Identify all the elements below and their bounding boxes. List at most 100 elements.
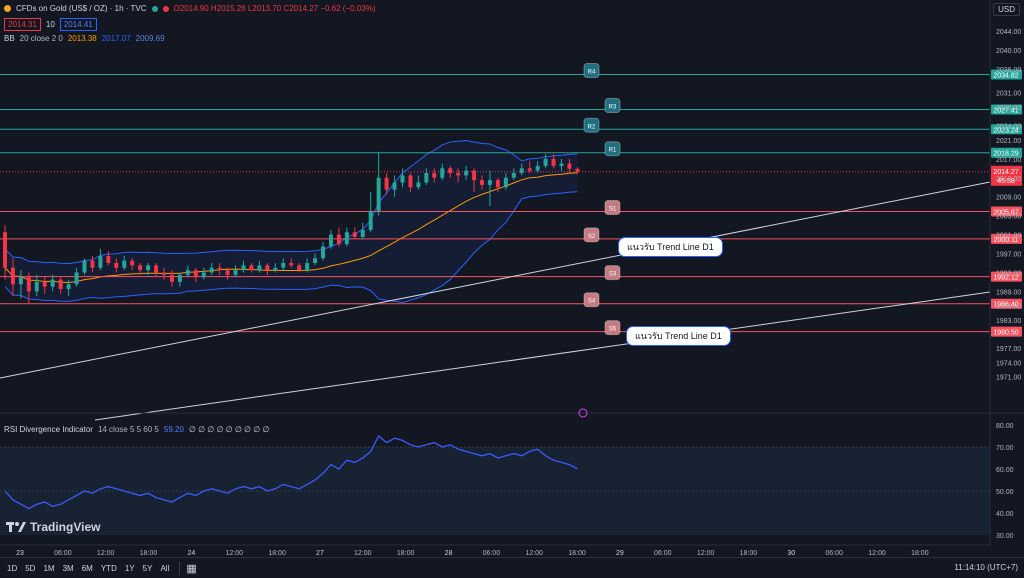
candle	[58, 277, 63, 294]
timeframe-6m[interactable]: 6M	[81, 563, 93, 573]
candle-body	[551, 158, 556, 166]
price-chart[interactable]: 2034.82 R4 2027.41 R3 2023.24 R2 2018.29 R1 2005…	[0, 0, 1024, 557]
price-tick-label: 2040.00	[996, 48, 1021, 55]
time-tick-label: 18:00	[740, 550, 758, 557]
time-tick-label: 06:00	[654, 550, 672, 557]
candle-body	[408, 175, 413, 188]
candle	[575, 167, 580, 175]
level-pill-label: R1	[609, 148, 617, 154]
price-tick-label: 2001.00	[996, 233, 1021, 240]
timeframe-all[interactable]: All	[160, 563, 170, 573]
level-price-label: 2034.82	[993, 72, 1018, 79]
level-price-tag	[991, 271, 1022, 282]
candle	[559, 158, 564, 171]
candle	[42, 277, 47, 294]
price-tick-label: 2005.00	[996, 214, 1021, 221]
candle-body	[34, 281, 39, 292]
event-marker-icon	[578, 408, 588, 418]
bb-upper-value: 2017.07	[101, 34, 131, 43]
candle	[233, 265, 238, 278]
level-pill-label: S2	[588, 234, 596, 240]
candle-body	[519, 168, 524, 174]
candle	[201, 267, 206, 280]
price-tick-label: 1986.00	[996, 304, 1021, 311]
timeframe-5d[interactable]: 5D	[25, 563, 36, 573]
candle-body	[472, 170, 477, 181]
time-tick-label: 28	[445, 550, 453, 557]
candle	[209, 263, 214, 275]
price-tick-label: 1977.00	[996, 346, 1021, 353]
candle	[18, 270, 23, 299]
candle-body	[241, 265, 246, 271]
level-price-tag	[991, 124, 1022, 135]
candle-body	[98, 255, 103, 268]
candle	[217, 263, 222, 275]
alert-status-icon	[162, 5, 169, 12]
level-pill-label: R2	[588, 124, 596, 130]
timeframe-5y[interactable]: 5Y	[142, 563, 153, 573]
level-price-tag	[991, 233, 1022, 244]
candle	[495, 177, 500, 192]
candle-body	[480, 180, 484, 185]
time-tick-label: 12:00	[525, 550, 543, 557]
bb-legend[interactable]: BB 20 close 2 0 2013.38 2017.07 2009.69	[4, 34, 165, 43]
price-tick-label: 2031.00	[996, 91, 1021, 98]
timeframe-1d[interactable]: 1D	[7, 563, 18, 573]
candle	[74, 267, 79, 287]
candle	[472, 168, 477, 192]
timeframe-1m[interactable]: 1M	[43, 563, 55, 573]
level-price-tag	[991, 69, 1022, 80]
time-tick-label: 12:00	[225, 550, 243, 557]
symbol-legend[interactable]: CFDs on Gold (US$ / OZ) · 1h · TVC O2014…	[4, 4, 375, 13]
level-pill-label: R3	[609, 105, 617, 111]
candle-body	[305, 263, 310, 271]
time-tick-label: 27	[316, 550, 324, 557]
candle-body	[289, 263, 294, 266]
candle	[424, 168, 429, 185]
candle-body	[559, 163, 564, 166]
price-tick-label: 1989.00	[996, 289, 1021, 296]
rsi-tick-label: 50.00	[996, 489, 1014, 496]
rsi-tick-label: 60.00	[996, 467, 1014, 474]
level-pill-label: S5	[609, 327, 617, 333]
candle	[328, 229, 333, 249]
trendline-1	[0, 181, 991, 379]
candle	[432, 168, 437, 183]
rsi-legend[interactable]: RSI Divergence Indicator 14 close 5 5 60…	[4, 425, 269, 434]
timeframe-1y[interactable]: 1Y	[124, 563, 135, 573]
candle-body	[42, 281, 47, 287]
timeframe-3m[interactable]: 3M	[62, 563, 74, 573]
candle-body	[400, 175, 405, 183]
current-price-tag	[991, 165, 1022, 186]
candle	[146, 263, 151, 275]
candle	[376, 151, 381, 216]
candle	[519, 163, 524, 176]
candle-body	[360, 229, 365, 237]
candle-body	[456, 173, 461, 176]
candle	[416, 175, 421, 190]
candle	[10, 258, 15, 297]
rsi-tick-label: 30.00	[996, 533, 1014, 540]
candle	[464, 165, 469, 181]
spread-value: 10	[45, 20, 55, 29]
price-tick-label: 1993.00	[996, 270, 1021, 277]
bid-price[interactable]: 2014.31	[4, 18, 41, 31]
calendar-icon[interactable]: ▦	[179, 561, 197, 575]
candle	[66, 279, 71, 297]
currency-selector[interactable]: USD	[993, 3, 1020, 16]
candle-body	[352, 232, 357, 237]
time-tick-label: 29	[616, 550, 624, 557]
price-tick-label: 2024.00	[996, 124, 1021, 131]
candle-body	[66, 284, 71, 290]
candle	[265, 263, 270, 275]
price-tick-label: 2009.00	[996, 195, 1021, 202]
candle	[392, 175, 397, 197]
trendline-callout-1[interactable]: แนวรับ Trend Line D1	[618, 237, 723, 257]
trendline-callout-2[interactable]: แนวรับ Trend Line D1	[626, 326, 731, 346]
current-price-label: 2014.27	[993, 169, 1018, 176]
time-tick-label: 06:00	[825, 550, 843, 557]
level-pill	[604, 98, 621, 114]
ask-price[interactable]: 2014.41	[59, 18, 97, 31]
timeframe-ytd[interactable]: YTD	[100, 563, 117, 573]
bb-lower-line	[4, 191, 578, 304]
